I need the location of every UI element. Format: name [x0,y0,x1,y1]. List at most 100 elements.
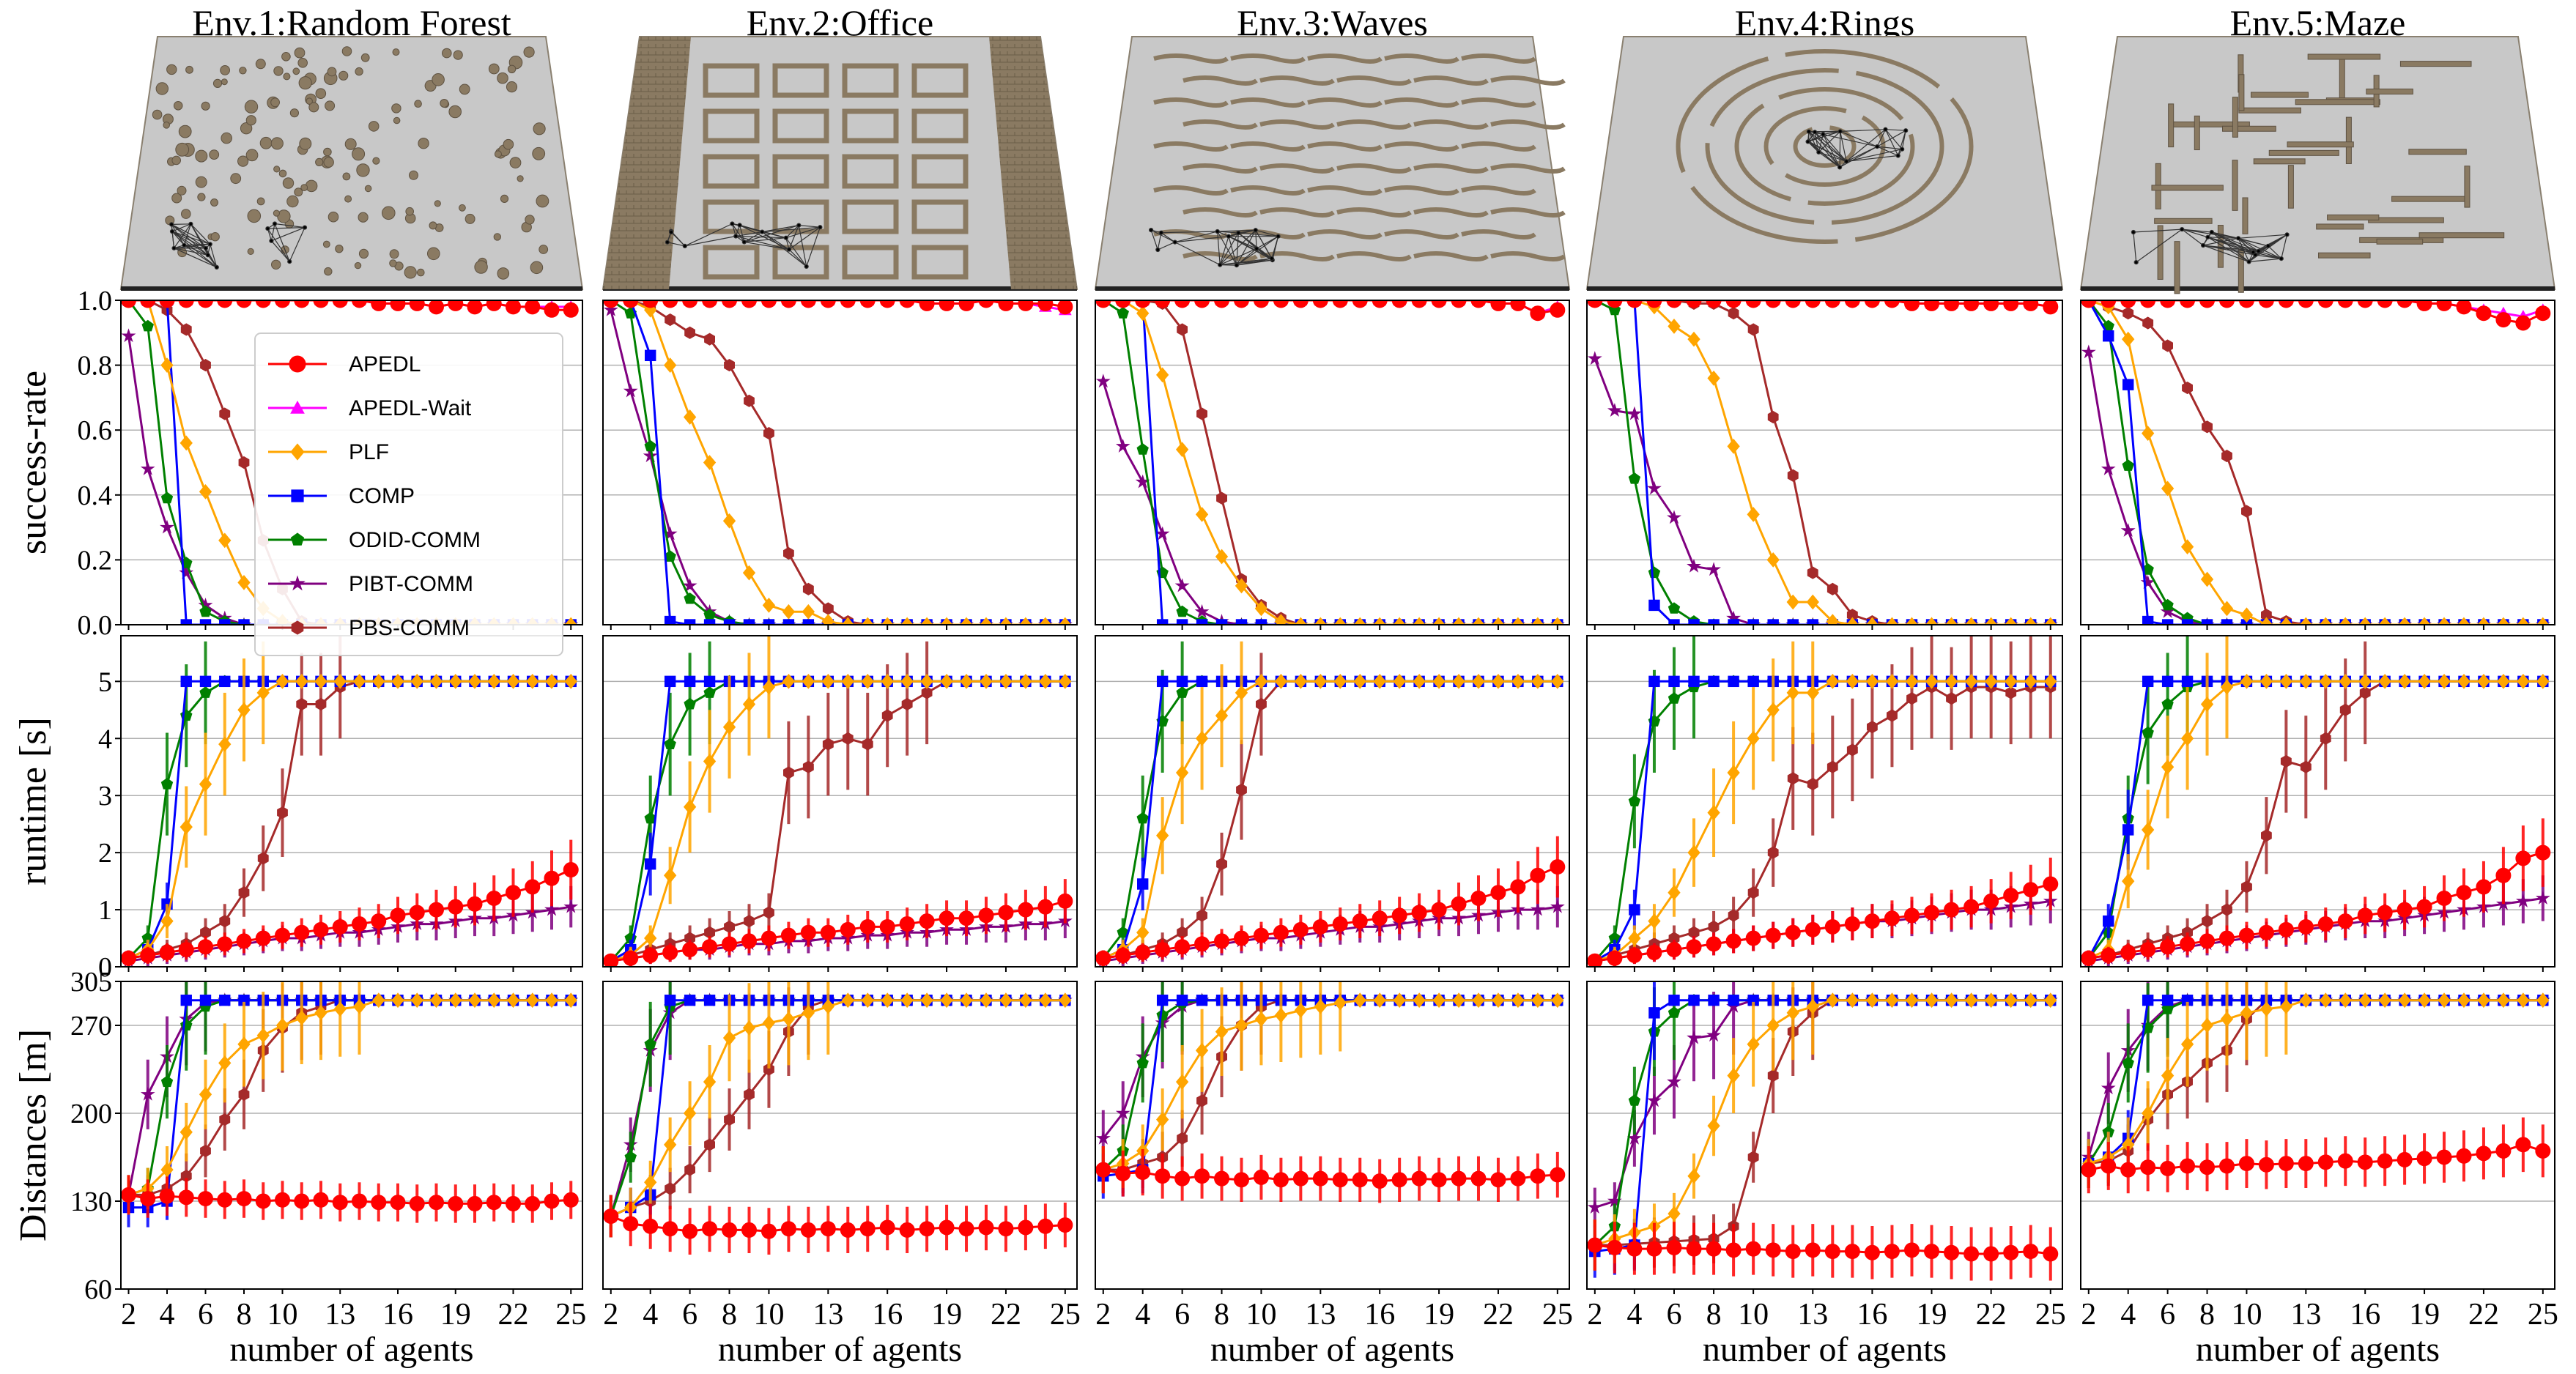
data-point [236,933,252,949]
data-point [2337,1153,2353,1169]
data-point [1333,673,1347,689]
data-point [840,1222,856,1238]
data-point [526,673,539,689]
y-tick-label: 0.0 [78,610,113,641]
data-point [1254,601,1268,617]
series-line [610,309,1065,625]
data-point [2142,316,2154,330]
data-point [1964,992,1978,1009]
panel-frame [1586,300,2063,625]
data-point [1294,1003,1308,1018]
data-point [2436,300,2452,311]
data-point [2241,505,2252,518]
x-tick-label: 4 [643,1298,658,1332]
data-point [1492,673,1505,689]
data-point [1667,1074,1681,1088]
data-point [140,300,156,308]
data-point [2358,992,2372,1009]
data-point [333,673,347,689]
data-point [2180,936,2196,952]
data-point [2160,604,2175,618]
data-point [2517,992,2530,1009]
data-point [121,328,136,343]
data-point [2416,899,2432,915]
series-pbs-comm [2083,641,2549,967]
data-point [294,1193,310,1209]
data-point [409,1195,425,1211]
data-point [1095,300,1111,308]
data-point [1294,617,1308,625]
data-point [1707,1118,1720,1134]
data-point [544,1193,560,1209]
data-point [1550,1167,1566,1183]
data-point [486,890,502,906]
data-point [2418,617,2431,625]
data-point [199,605,212,617]
data-point [409,905,425,921]
data-point [1196,1094,1207,1107]
data-point [2103,915,2114,927]
data-point [881,673,894,689]
data-point [643,448,658,463]
data-point [1155,300,1171,308]
data-point [2515,893,2531,907]
data-point [1885,673,1899,689]
data-point [2300,760,2312,773]
data-point [1885,992,1899,1009]
data-point [1490,300,1506,311]
data-point [744,915,755,928]
data-point [1725,933,1742,949]
data-point [159,1188,175,1204]
legend-label: ODID-COMM [349,528,481,552]
brick-wall-left [603,37,691,289]
y-tick-label: 1 [98,895,112,926]
data-point [1352,1172,1368,1188]
data-point [665,1182,676,1195]
data-point [960,617,973,625]
data-point [1668,885,1681,901]
data-point [1531,992,1544,1009]
data-point [506,992,520,1009]
series-pibt-comm [2081,344,2550,625]
data-point [742,565,756,581]
series-layer [1587,636,2059,967]
panel-frame [602,635,1078,968]
series-line [1594,300,2051,625]
series-layer [603,636,1073,967]
data-point [1648,913,1661,929]
base-line [121,286,582,291]
data-point [1136,443,1149,455]
y-tick-label: 305 [70,967,112,998]
data-point [1687,558,1701,573]
series-line [610,999,1065,1217]
x-tick-label: 8 [1706,1298,1722,1332]
data-point [1059,673,1072,689]
series-line [1594,680,2051,962]
y-tick-label: 0 [98,952,112,983]
data-point [1393,617,1406,625]
data-point [662,300,678,308]
data-point [1648,599,1660,612]
data-point [940,992,953,1009]
data-point [1725,1242,1742,1258]
series-plf [1588,641,2057,967]
series-plf [122,641,577,967]
series-apedl [2081,818,2551,967]
data-point [900,673,914,689]
data-point [978,1219,994,1236]
data-point [1686,300,1702,308]
x-tick-label: 25 [2528,1298,2558,1332]
data-point [1115,1105,1130,1120]
data-point [1925,673,1939,689]
data-point [1236,783,1247,796]
data-point [1431,902,1447,918]
data-point [2023,1244,2039,1260]
data-point [1767,846,1779,859]
data-point [1195,506,1209,522]
data-point [2161,759,2175,775]
panel-runtime [1095,635,1570,972]
data-point [919,300,935,311]
data-point [2218,1158,2235,1174]
data-point [371,300,387,311]
